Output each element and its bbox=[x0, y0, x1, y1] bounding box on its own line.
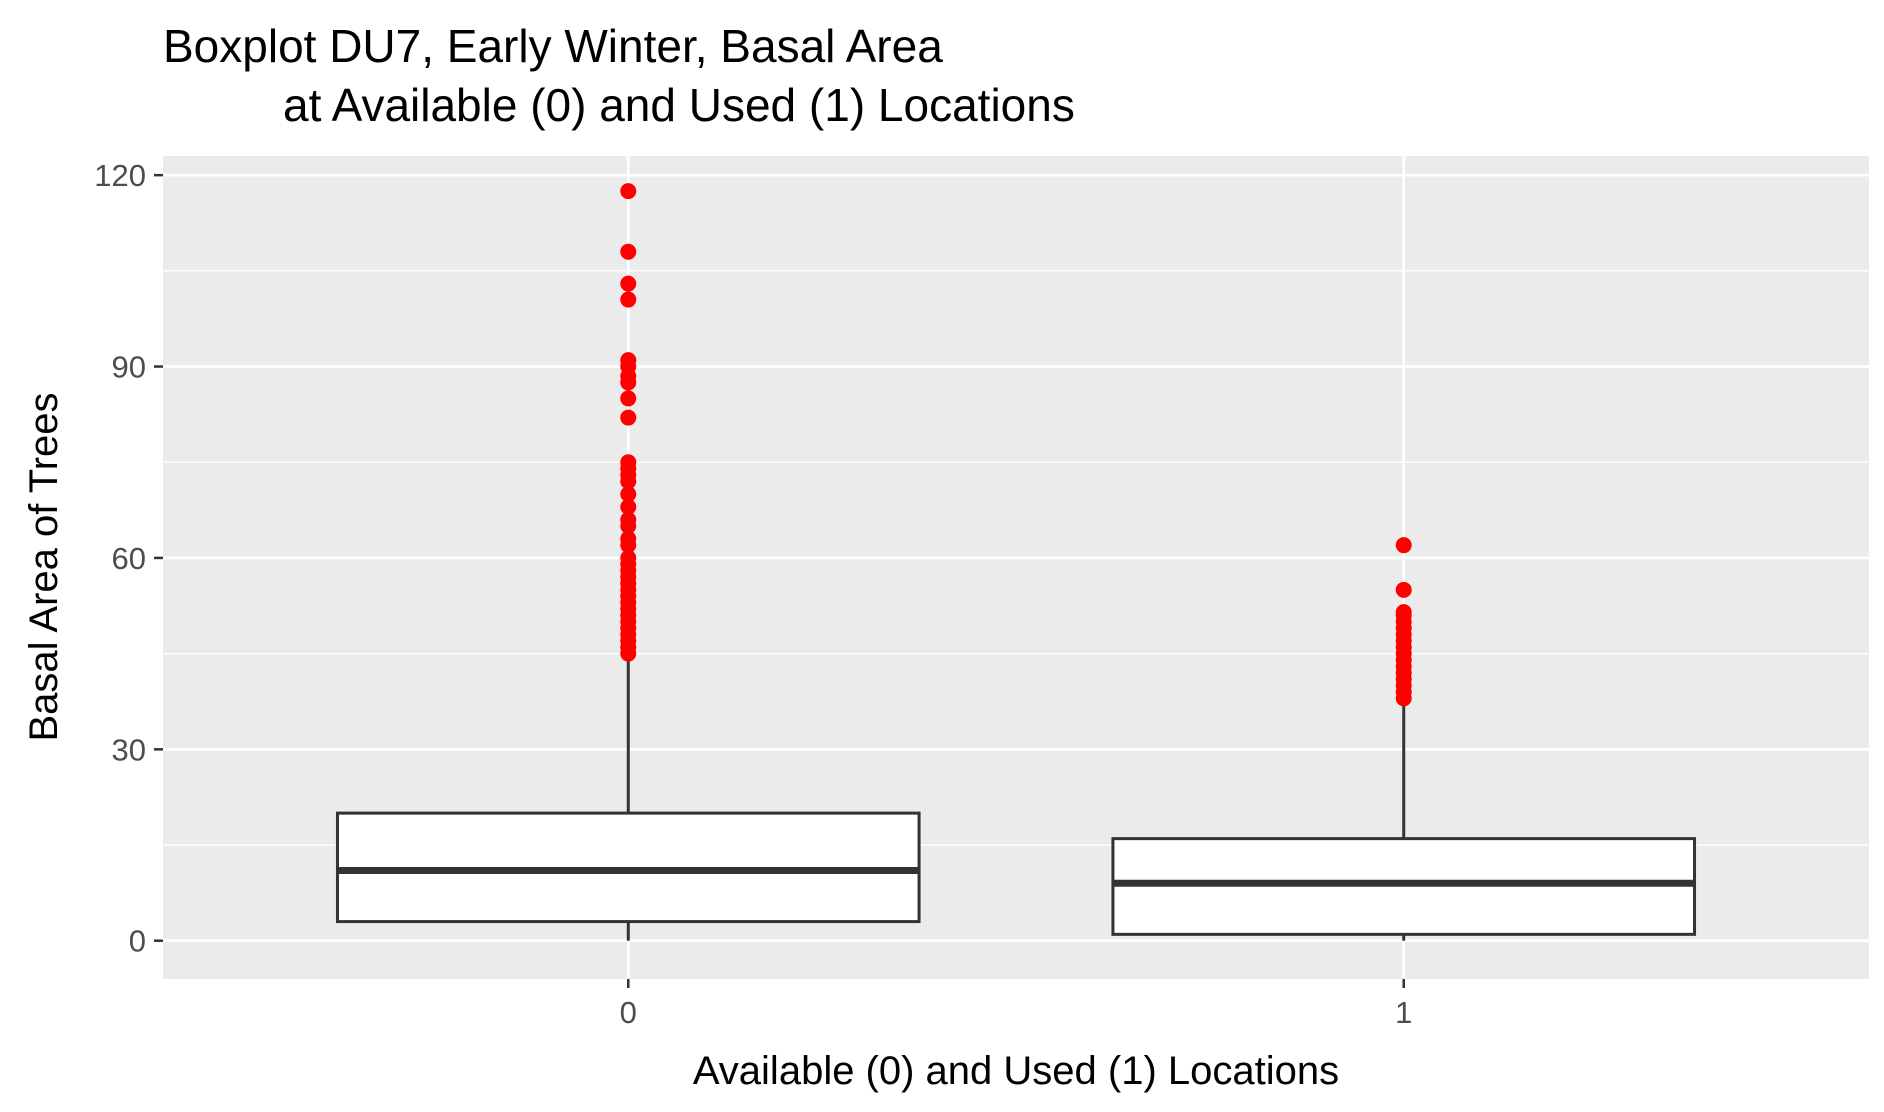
outlier-point bbox=[1395, 537, 1412, 554]
outlier-point bbox=[620, 511, 637, 528]
outlier-point bbox=[620, 409, 637, 426]
chart-title-line1: Boxplot DU7, Early Winter, Basal Area bbox=[163, 20, 943, 72]
outlier-point bbox=[620, 486, 637, 503]
outlier-point bbox=[620, 454, 637, 471]
outlier-point bbox=[620, 549, 637, 566]
y-tick-label: 60 bbox=[112, 541, 146, 576]
outlier-point bbox=[620, 243, 637, 260]
x-tick-label: 1 bbox=[1395, 995, 1412, 1030]
x-axis-title: Available (0) and Used (1) Locations bbox=[693, 1049, 1339, 1093]
boxes bbox=[335, 183, 1697, 941]
y-tick-label: 0 bbox=[129, 924, 146, 959]
outlier-point bbox=[620, 352, 637, 369]
box-group-0 bbox=[335, 183, 921, 941]
x-tick-label: 0 bbox=[620, 995, 637, 1030]
outlier-point bbox=[1395, 581, 1412, 598]
y-tick-label: 120 bbox=[94, 158, 146, 193]
outlier-point bbox=[620, 530, 637, 547]
outlier-point bbox=[620, 275, 637, 292]
y-tick-label: 30 bbox=[112, 732, 146, 767]
y-tick-label: 90 bbox=[112, 350, 146, 385]
box-group-1 bbox=[1111, 537, 1697, 941]
chart-title-line2: at Available (0) and Used (1) Locations bbox=[283, 79, 1075, 131]
y-axis: 0 30 60 90 120 bbox=[94, 158, 163, 959]
y-axis-title: Basal Area of Trees bbox=[22, 392, 66, 741]
outlier-point bbox=[620, 390, 637, 407]
outlier-point bbox=[1395, 604, 1412, 621]
outlier-point bbox=[620, 498, 637, 515]
outlier-point bbox=[620, 183, 637, 200]
outlier-point bbox=[620, 291, 637, 308]
